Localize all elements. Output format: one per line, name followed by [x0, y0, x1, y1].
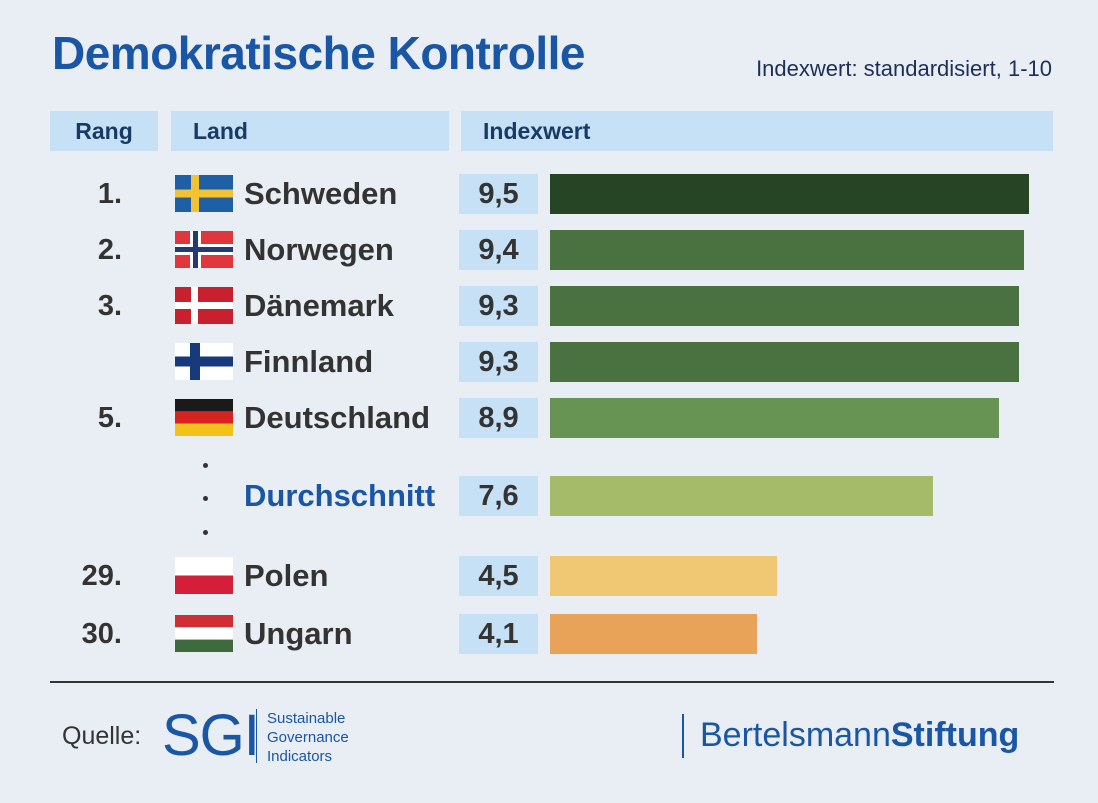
country-label: Dänemark [244, 288, 394, 323]
country-label: Polen [244, 558, 329, 593]
chart-subtitle: Indexwert: standardisiert, 1-10 [756, 56, 1052, 81]
rank-label [42, 342, 122, 382]
rank-label: 30. [81, 618, 122, 650]
ellipsis-dot [203, 496, 208, 501]
rank-label: 5. [97, 402, 122, 434]
value-label: 4,1 [459, 614, 538, 654]
ellipsis-dot [203, 530, 208, 535]
value-label: 7,6 [459, 476, 538, 516]
rank-label: 3. [97, 290, 122, 322]
norway-flag [175, 231, 233, 268]
germany-flag [175, 399, 233, 436]
bar [550, 230, 1024, 270]
bertelsmann-logo-bold: Stiftung [890, 716, 1020, 754]
country-label: Norwegen [244, 232, 394, 267]
bar [550, 476, 933, 516]
country-label: Deutschland [244, 400, 431, 435]
header-indexwert: Indexwert [461, 111, 1053, 151]
rank-label [42, 476, 122, 516]
country-label: Ungarn [244, 616, 353, 651]
bertelsmann-logo-divider [682, 714, 684, 758]
sgi-line: Governance [267, 729, 349, 746]
ellipsis-dot [203, 463, 208, 468]
bertelsmann-logo: BertelsmannStiftung [700, 716, 1019, 755]
value-label: 9,5 [459, 174, 538, 214]
bar [550, 398, 999, 438]
rank-label: 1. [97, 178, 122, 210]
denmark-flag [175, 287, 233, 324]
header-rang: Rang [50, 111, 158, 151]
bar [550, 174, 1029, 214]
source-label: Quelle: [62, 722, 142, 750]
sgi-line: Sustainable [267, 710, 346, 727]
bar [550, 286, 1019, 326]
value-label: 9,3 [459, 286, 538, 326]
value-label: 4,5 [459, 556, 538, 596]
sgi-line: Indicators [267, 748, 333, 765]
sweden-flag [175, 175, 233, 212]
sgi-logo-divider [256, 709, 257, 763]
bar [550, 342, 1019, 382]
bar [550, 614, 757, 654]
rank-label: 29. [81, 560, 122, 592]
bar [550, 556, 777, 596]
country-label: Schweden [244, 176, 398, 211]
value-label: 8,9 [459, 398, 538, 438]
value-label: 9,3 [459, 342, 538, 382]
bertelsmann-logo-regular: Bertelsmann [700, 716, 891, 754]
hungary-flag [175, 615, 233, 652]
country-label: Finnland [244, 344, 374, 379]
sgi-logo-text: Sustainable Governance Indicators [267, 709, 349, 766]
rank-label: 2. [97, 234, 122, 266]
sgi-logo: SGI [162, 703, 260, 768]
value-label: 9,4 [459, 230, 538, 270]
average-label: Durchschnitt [244, 478, 436, 513]
poland-flag [175, 557, 233, 594]
header-land: Land [171, 111, 449, 151]
chart-title: Demokratische Kontrolle [52, 27, 585, 79]
finland-flag [175, 343, 233, 380]
footer-divider [50, 681, 1054, 683]
